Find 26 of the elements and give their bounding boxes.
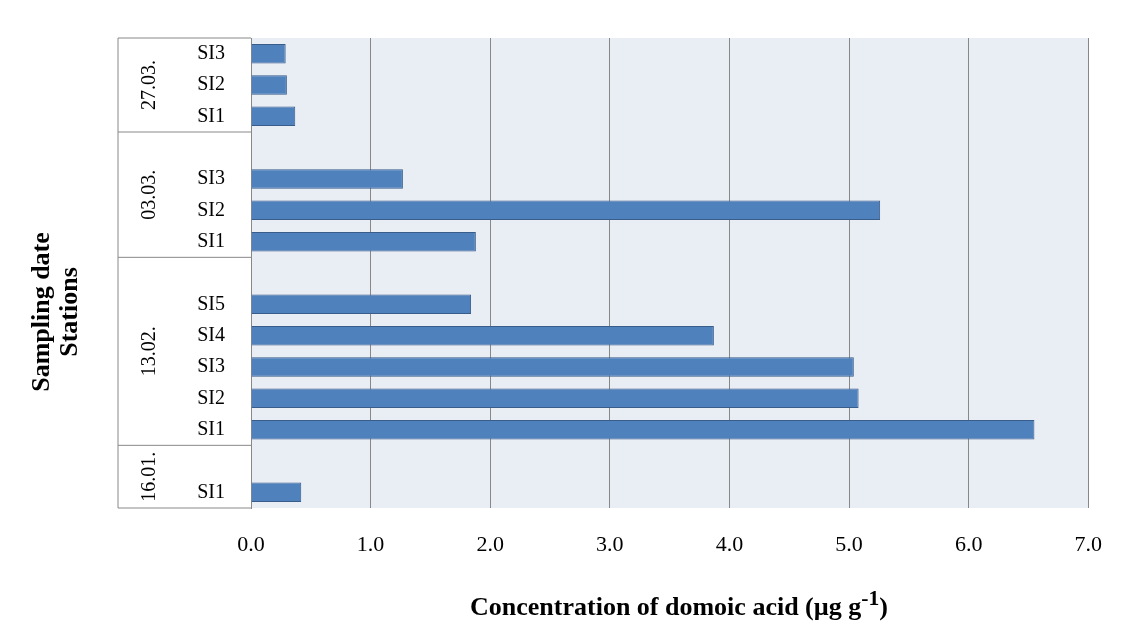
y-tick-label: SI2 bbox=[197, 72, 225, 95]
y-tick-label: SI4 bbox=[197, 322, 225, 345]
x-tick-label: 6.0 bbox=[954, 530, 983, 556]
x-axis-title: Concentration of domoic acid (µg g$^{-1}$) bbox=[469, 586, 889, 621]
y-tick-label: SI2 bbox=[197, 385, 225, 408]
y-tick-label: SI1 bbox=[197, 416, 225, 439]
x-tick-label: 3.0 bbox=[596, 530, 624, 556]
x-tick-label: 4.0 bbox=[715, 530, 744, 556]
x-tick-label: 5.0 bbox=[835, 530, 863, 556]
x-tick-label: 2.0 bbox=[476, 530, 504, 556]
x-tick-label: 7.0 bbox=[1074, 530, 1102, 556]
y-tick-label: SI3 bbox=[197, 354, 225, 377]
x-tick-label: 0.0 bbox=[237, 530, 265, 556]
y-tick-label: SI1 bbox=[197, 103, 225, 126]
y-tick-label: SI3 bbox=[197, 166, 225, 189]
y-tick-label: SI1 bbox=[197, 479, 225, 502]
text: 13.02. bbox=[137, 326, 160, 377]
y-tick-label: SI2 bbox=[197, 197, 225, 220]
y-tick-label: SI5 bbox=[197, 291, 225, 314]
x-tick-label: 1.0 bbox=[356, 530, 385, 556]
text: 16.01. bbox=[137, 451, 160, 502]
text: 27.03. bbox=[137, 60, 160, 110]
y-tick-label: SI3 bbox=[197, 40, 225, 63]
y-tick-label: SI1 bbox=[197, 228, 225, 251]
text: 03.03. bbox=[137, 169, 160, 220]
y-axis-title: Sampling date Stations bbox=[26, 232, 83, 392]
